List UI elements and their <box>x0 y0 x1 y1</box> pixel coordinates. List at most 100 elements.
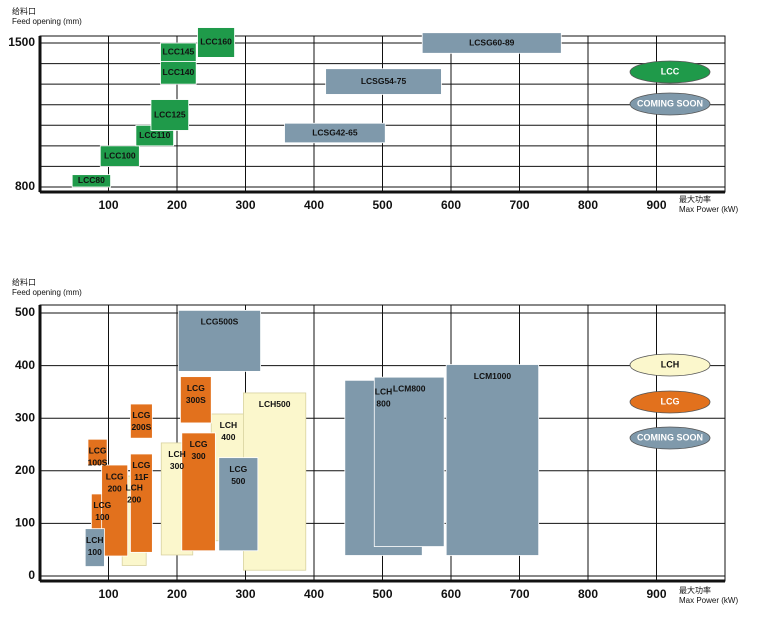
range-box <box>181 432 216 552</box>
box-label: 200 <box>127 494 141 504</box>
range-box <box>197 27 235 58</box>
box-label: LCC100 <box>104 150 136 160</box>
x-tick-label: 400 <box>304 198 324 212</box>
y-tick-label: 100 <box>15 516 35 530</box>
box-label: 800 <box>376 399 390 409</box>
box-label: LCG <box>187 383 205 393</box>
box-label: LCH <box>220 420 237 430</box>
x-tick-label: 200 <box>167 198 187 212</box>
x-axis-title: Max Power (kW) <box>679 596 738 605</box>
range-box <box>325 68 442 95</box>
y-tick-label: 300 <box>15 410 35 424</box>
range-box <box>445 364 540 556</box>
y-axis-title: Feed opening (mm) <box>12 17 82 26</box>
legend-swatch <box>629 426 711 450</box>
legend-label: LCC <box>661 66 680 76</box>
box-label: LCH500 <box>259 399 291 409</box>
range-box <box>218 457 259 552</box>
box-label: LCC80 <box>78 175 105 185</box>
x-tick-label: 300 <box>235 587 255 601</box>
x-tick-label: 400 <box>304 587 324 601</box>
y-tick-label: 800 <box>15 179 35 193</box>
box-label: LCM1000 <box>474 371 512 381</box>
box-label: 200 <box>108 483 122 493</box>
box-label: LCH <box>168 449 185 459</box>
box-label: LCM800 <box>393 383 426 393</box>
box-label: LCG500S <box>201 317 239 327</box>
range-box <box>160 42 197 62</box>
range-box <box>101 464 129 557</box>
x-tick-label: 600 <box>441 198 461 212</box>
x-tick-label: 800 <box>578 587 598 601</box>
range-box <box>87 438 108 466</box>
box-label: 200S <box>131 422 151 432</box>
range-box <box>84 528 105 567</box>
box-label: 300 <box>191 451 205 461</box>
x-tick-label: 200 <box>167 587 187 601</box>
range-box <box>177 309 261 372</box>
box-label: LCG <box>106 471 124 481</box>
box-label: LCG <box>132 460 150 470</box>
box-label: LCSG42-65 <box>312 127 358 137</box>
x-tick-label: 700 <box>509 198 529 212</box>
legend-label: LCG <box>661 396 680 406</box>
box-label: 300 <box>170 461 184 471</box>
legend-label: LCH <box>661 359 680 369</box>
y-axis-title: Feed opening (mm) <box>12 288 82 297</box>
x-tick-label: 100 <box>98 198 118 212</box>
box-label: LCC160 <box>200 37 232 47</box>
box-label: LCH <box>86 535 103 545</box>
box-label: 400 <box>221 432 235 442</box>
x-tick-label: 700 <box>509 587 529 601</box>
box-label: LCH <box>375 387 392 397</box>
y-axis-title: 给料口 <box>12 6 36 16</box>
y-tick-label: 1500 <box>8 35 35 49</box>
chart: 0 100 200 300 400 500 100 200 300 400 500 600 700 800… <box>12 277 738 605</box>
box-label: LCC110 <box>139 130 170 140</box>
chart: 800 1500 100 200 300 400 500 600 700 800 900 给料口Fee… <box>8 6 738 214</box>
x-tick-label: 500 <box>372 198 392 212</box>
range-box <box>71 174 111 188</box>
y-tick-label: 200 <box>15 463 35 477</box>
box-label: 500 <box>231 476 245 486</box>
box-label: LCC145 <box>163 47 195 57</box>
box-label: LCC140 <box>163 67 195 77</box>
box-label: LCC125 <box>154 109 186 119</box>
x-tick-label: 100 <box>98 587 118 601</box>
x-axis-title: 最大功率 <box>679 585 711 595</box>
legend-swatch <box>629 92 711 116</box>
range-box <box>421 32 562 54</box>
range-box <box>284 122 386 144</box>
box-label: LCSG54-75 <box>361 76 407 86</box>
box-label: LCH <box>125 482 142 492</box>
x-tick-label: 300 <box>235 198 255 212</box>
legend-label: COMING SOON <box>637 98 703 108</box>
legend-swatch <box>629 60 711 84</box>
y-axis-title: 给料口 <box>12 277 36 287</box>
box-label: LCG <box>89 445 107 455</box>
legend-swatch <box>629 353 711 377</box>
box-label: 300S <box>186 395 206 405</box>
x-axis-title: Max Power (kW) <box>679 205 738 214</box>
range-box <box>150 99 190 131</box>
box-label: LCG <box>190 439 208 449</box>
y-tick-label: 400 <box>15 358 35 372</box>
box-label: LCG <box>93 500 111 510</box>
box-label: LCSG60-89 <box>469 37 515 47</box>
x-tick-label: 500 <box>372 587 392 601</box>
box-label: 100 <box>95 512 109 522</box>
x-tick-label: 900 <box>646 587 666 601</box>
range-box <box>130 453 153 553</box>
x-tick-label: 600 <box>441 587 461 601</box>
x-axis-title: 最大功率 <box>679 194 711 204</box>
box-label: 100 <box>88 547 102 557</box>
range-box <box>373 376 445 547</box>
y-tick-label: 500 <box>15 305 35 319</box>
legend-swatch <box>629 390 711 414</box>
box-label: LCG <box>132 410 150 420</box>
range-box <box>180 376 212 424</box>
y-tick-label: 0 <box>28 568 35 582</box>
x-tick-label: 900 <box>646 198 666 212</box>
box-label: 11F <box>134 472 148 482</box>
